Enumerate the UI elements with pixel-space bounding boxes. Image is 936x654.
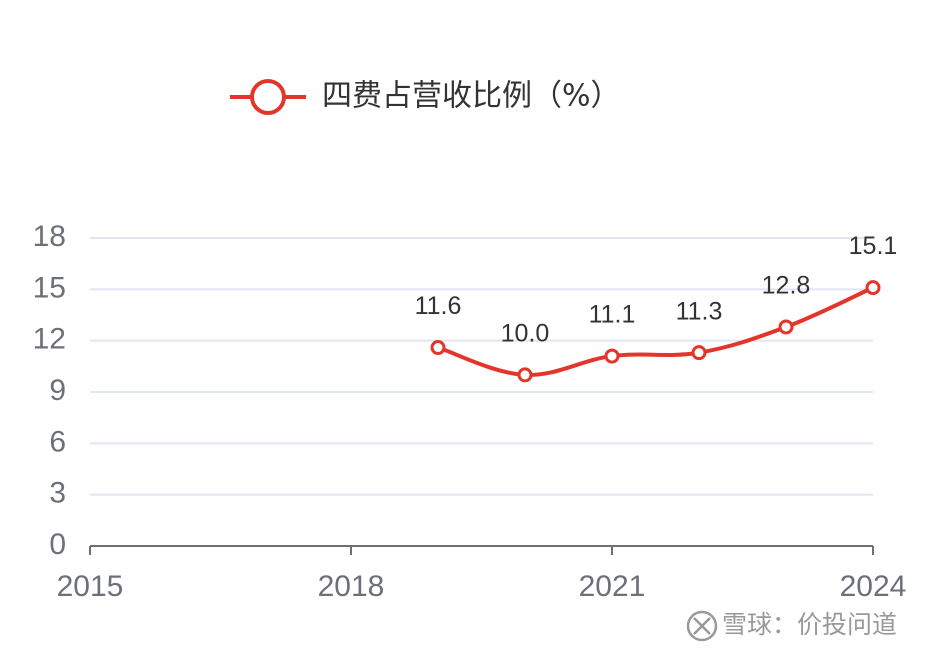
point — [778, 319, 794, 335]
watermark: 雪球：价投问道 — [722, 610, 897, 639]
data-label: 15.1 — [849, 232, 898, 260]
point — [865, 280, 881, 296]
y-tick-label: 3 — [49, 477, 66, 510]
point — [430, 340, 446, 356]
y-tick-label: 9 — [49, 374, 66, 407]
point — [517, 367, 533, 383]
x-tick-label: 2024 — [840, 570, 907, 603]
data-label: 11.6 — [415, 292, 462, 320]
watermark-logo — [686, 610, 718, 642]
y-tick-label: 15 — [33, 271, 66, 304]
point — [604, 348, 620, 364]
y-tick-label: 18 — [33, 220, 66, 253]
legend-marker — [250, 79, 286, 115]
x-tick-label: 2018 — [318, 570, 385, 603]
data-label: 11.1 — [589, 301, 636, 329]
y-tick-label: 6 — [49, 425, 66, 458]
data-label: 12.8 — [762, 272, 811, 300]
data-label: 10.0 — [501, 319, 550, 347]
y-tick-label: 0 — [49, 528, 66, 561]
point — [691, 345, 707, 361]
x-tick-label: 2021 — [579, 570, 646, 603]
line — [437, 285, 874, 377]
data-label: 11.3 — [676, 297, 723, 325]
x-tick-label: 2015 — [57, 570, 124, 603]
y-tick-label: 12 — [33, 323, 66, 356]
legend-label: 四费占营收比例（%） — [322, 79, 621, 114]
